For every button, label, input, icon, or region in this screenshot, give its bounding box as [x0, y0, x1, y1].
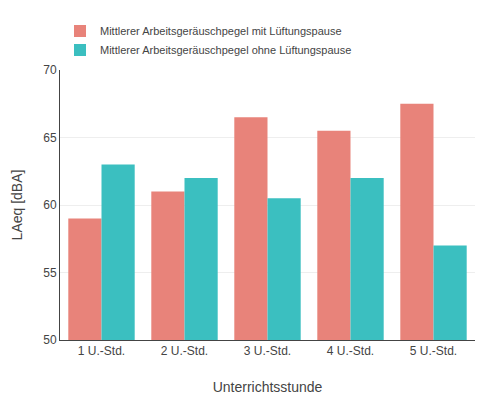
svg-text:1 U.-Std.: 1 U.-Std. — [78, 344, 125, 358]
svg-text:3 U.-Std.: 3 U.-Std. — [244, 344, 291, 358]
svg-text:50: 50 — [43, 333, 57, 347]
svg-text:Mittlerer Arbeitsgeräuschpegel: Mittlerer Arbeitsgeräuschpegel mit Lüftu… — [100, 25, 342, 37]
svg-text:LAeq [dBA]: LAeq [dBA] — [9, 170, 25, 241]
svg-text:Mittlerer Arbeitsgeräuschpegel: Mittlerer Arbeitsgeräuschpegel ohne Lüft… — [100, 44, 351, 56]
svg-text:60: 60 — [43, 198, 57, 212]
svg-text:4 U.-Std.: 4 U.-Std. — [327, 344, 374, 358]
svg-text:Unterrichtsstunde: Unterrichtsstunde — [213, 379, 323, 395]
svg-text:65: 65 — [43, 131, 57, 145]
svg-text:55: 55 — [43, 266, 57, 280]
svg-text:70: 70 — [43, 63, 57, 77]
svg-text:2 U.-Std.: 2 U.-Std. — [161, 344, 208, 358]
svg-text:5 U.-Std.: 5 U.-Std. — [410, 344, 457, 358]
